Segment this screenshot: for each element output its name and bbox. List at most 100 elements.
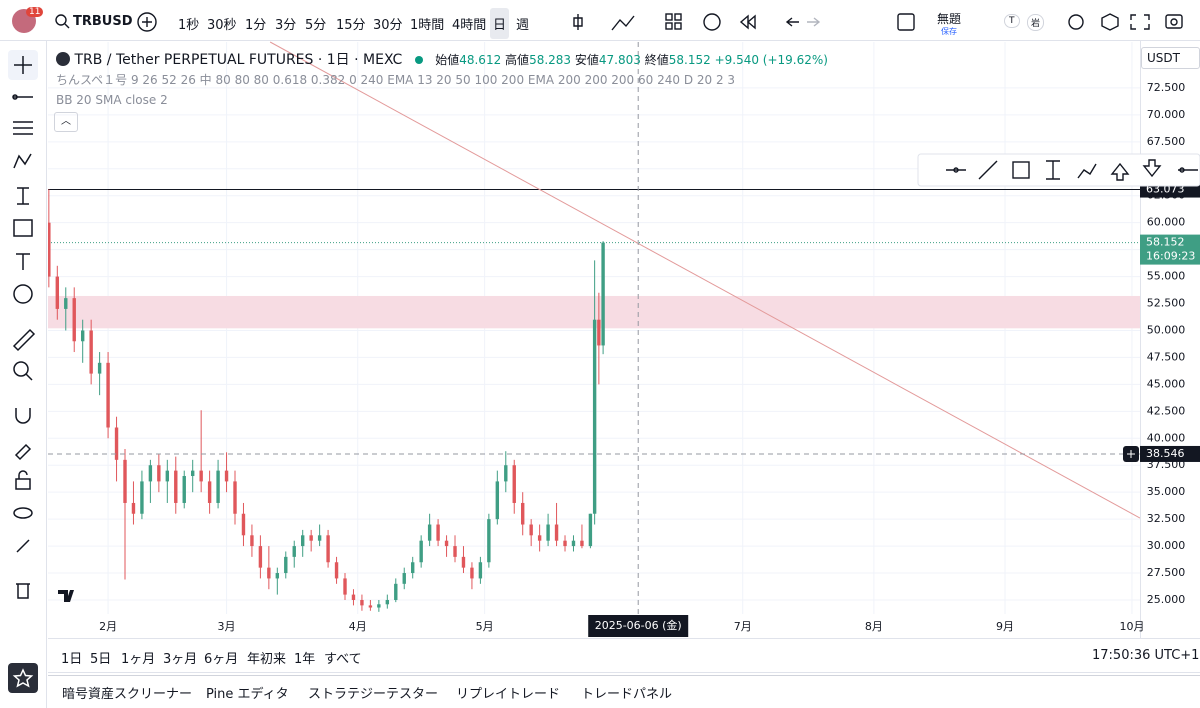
last-price-label-bg xyxy=(1140,234,1200,265)
candle-body xyxy=(216,470,220,503)
tv-logo xyxy=(58,590,74,602)
ohlc: 始値48.612 高値58.283 安値47.803 終値58.152 +9.5… xyxy=(435,53,828,67)
y-tick-label: 60.000 xyxy=(1147,216,1186,229)
x-tick-label: 2月 xyxy=(99,620,117,633)
candle-body xyxy=(207,481,212,503)
plot-area xyxy=(48,41,1140,614)
top-toolbar: 11 TRBUSD 1秒 30秒 1分 3分 5分 15分 30分 1時間 4時… xyxy=(0,0,1200,40)
candle-body xyxy=(588,513,593,547)
x-tick-label: 7月 xyxy=(734,620,752,633)
candle-body xyxy=(334,562,339,579)
timeframe[interactable]: 4時間 xyxy=(452,18,487,33)
candle-body xyxy=(554,524,559,541)
timeframe[interactable]: 1秒 xyxy=(178,18,200,33)
range[interactable]: 3ヶ月 xyxy=(163,652,198,667)
candle-body xyxy=(546,524,550,541)
timeframe[interactable]: 30秒 xyxy=(207,18,237,33)
x-tick-label: 3月 xyxy=(218,620,236,633)
candle-body xyxy=(224,470,229,482)
y-tick-label: 40.000 xyxy=(1147,431,1186,444)
candle-body xyxy=(601,242,605,346)
timeframe[interactable]: 週 xyxy=(516,18,530,33)
y-tick-label: 55.000 xyxy=(1147,270,1186,283)
candle-body xyxy=(444,540,449,547)
candle-body xyxy=(563,540,567,547)
crosshair-x-label-bg xyxy=(588,615,689,637)
label: 安値 xyxy=(574,53,599,67)
candle-body xyxy=(317,535,322,541)
y-tick-label: 30.000 xyxy=(1147,539,1186,552)
tab[interactable]: トレードパネル xyxy=(581,687,673,702)
crosshair-y-label-bg xyxy=(1140,445,1200,462)
label: 始値 xyxy=(435,53,460,67)
value: 58.283 xyxy=(529,53,572,67)
candle-body xyxy=(478,562,483,579)
range[interactable]: 1日 xyxy=(61,652,83,667)
y-tick-label: 27.500 xyxy=(1147,566,1186,579)
y-tick-label: 67.500 xyxy=(1147,135,1186,148)
label: 終値 xyxy=(644,53,669,67)
x-tick-label: 4月 xyxy=(349,620,367,633)
value: 48.612 xyxy=(459,53,502,67)
tab[interactable]: リプレイトレード xyxy=(456,687,561,702)
badge[interactable]: 岩 xyxy=(1027,14,1045,31)
x-tick-label: 9月 xyxy=(996,620,1014,633)
candle-body xyxy=(504,465,508,482)
layout-name[interactable]: 無題 xyxy=(937,12,962,26)
notification-badge: 11 xyxy=(26,7,44,17)
candle-body xyxy=(427,524,432,541)
x-tick-label: 8月 xyxy=(865,620,883,633)
candle-body xyxy=(301,535,305,547)
currency[interactable]: USDT xyxy=(1141,47,1200,69)
timeframe[interactable]: 30分 xyxy=(373,18,403,33)
candle-body xyxy=(258,546,263,568)
collapse-button[interactable]: ︿ xyxy=(54,112,78,132)
candle-body xyxy=(233,481,237,514)
timeframe[interactable]: 1時間 xyxy=(410,18,445,33)
timeframe[interactable]: 日 xyxy=(490,8,510,39)
range[interactable]: 1年 xyxy=(294,652,316,667)
tab[interactable]: 暗号資産スクリーナー xyxy=(62,687,193,702)
candle-body xyxy=(157,465,161,482)
range[interactable]: 5日 xyxy=(90,652,112,667)
candle-body xyxy=(80,330,85,342)
timeframe[interactable]: 15分 xyxy=(336,18,366,33)
tab[interactable]: Pine エディタ xyxy=(206,687,289,702)
indicator[interactable]: BB 20 SMA close 2 xyxy=(56,93,168,107)
candle-body xyxy=(165,470,170,482)
range[interactable]: 6ヶ月 xyxy=(204,652,239,667)
timeframe[interactable]: 3分 xyxy=(275,18,297,33)
candle-body xyxy=(48,222,51,277)
candle-body xyxy=(368,605,373,608)
y-tick-label: 47.500 xyxy=(1147,350,1186,363)
badge[interactable]: T xyxy=(1004,14,1020,28)
candle-body xyxy=(512,465,516,503)
timeframe[interactable]: 5分 xyxy=(305,18,327,33)
candle-body xyxy=(521,502,525,525)
range[interactable]: すべて xyxy=(324,652,362,667)
y-tick-label: 25.000 xyxy=(1147,593,1186,606)
candle-body xyxy=(97,362,102,374)
timeframe[interactable]: 1分 xyxy=(245,18,267,33)
range[interactable]: 年初来 xyxy=(247,652,287,667)
candle-body xyxy=(89,330,93,374)
candle-body xyxy=(453,546,457,557)
symbol[interactable]: TRBUSD xyxy=(73,14,133,29)
x-tick-label: 5月 xyxy=(476,620,494,633)
candle-body xyxy=(148,465,153,482)
candle-body xyxy=(470,567,474,579)
indicator[interactable]: ちんスペ１号 9 26 52 26 中 80 80 80 0.618 0.382… xyxy=(56,73,736,87)
status-dot xyxy=(414,56,423,64)
range[interactable]: 1ヶ月 xyxy=(121,652,156,667)
save-status: 保存 xyxy=(941,27,957,36)
candle-body xyxy=(537,535,542,541)
y-tick-label: 50.000 xyxy=(1147,323,1186,336)
last-price-label: 58.152 xyxy=(1146,236,1185,249)
candle-body xyxy=(343,578,347,595)
tab[interactable]: ストラテジーテスター xyxy=(308,687,439,702)
crosshair-y-label: 38.546 xyxy=(1146,447,1185,460)
add-alert-icon xyxy=(1127,449,1135,458)
left-toolbar xyxy=(8,50,38,693)
candle-body xyxy=(597,319,601,346)
candle-body xyxy=(495,481,500,520)
